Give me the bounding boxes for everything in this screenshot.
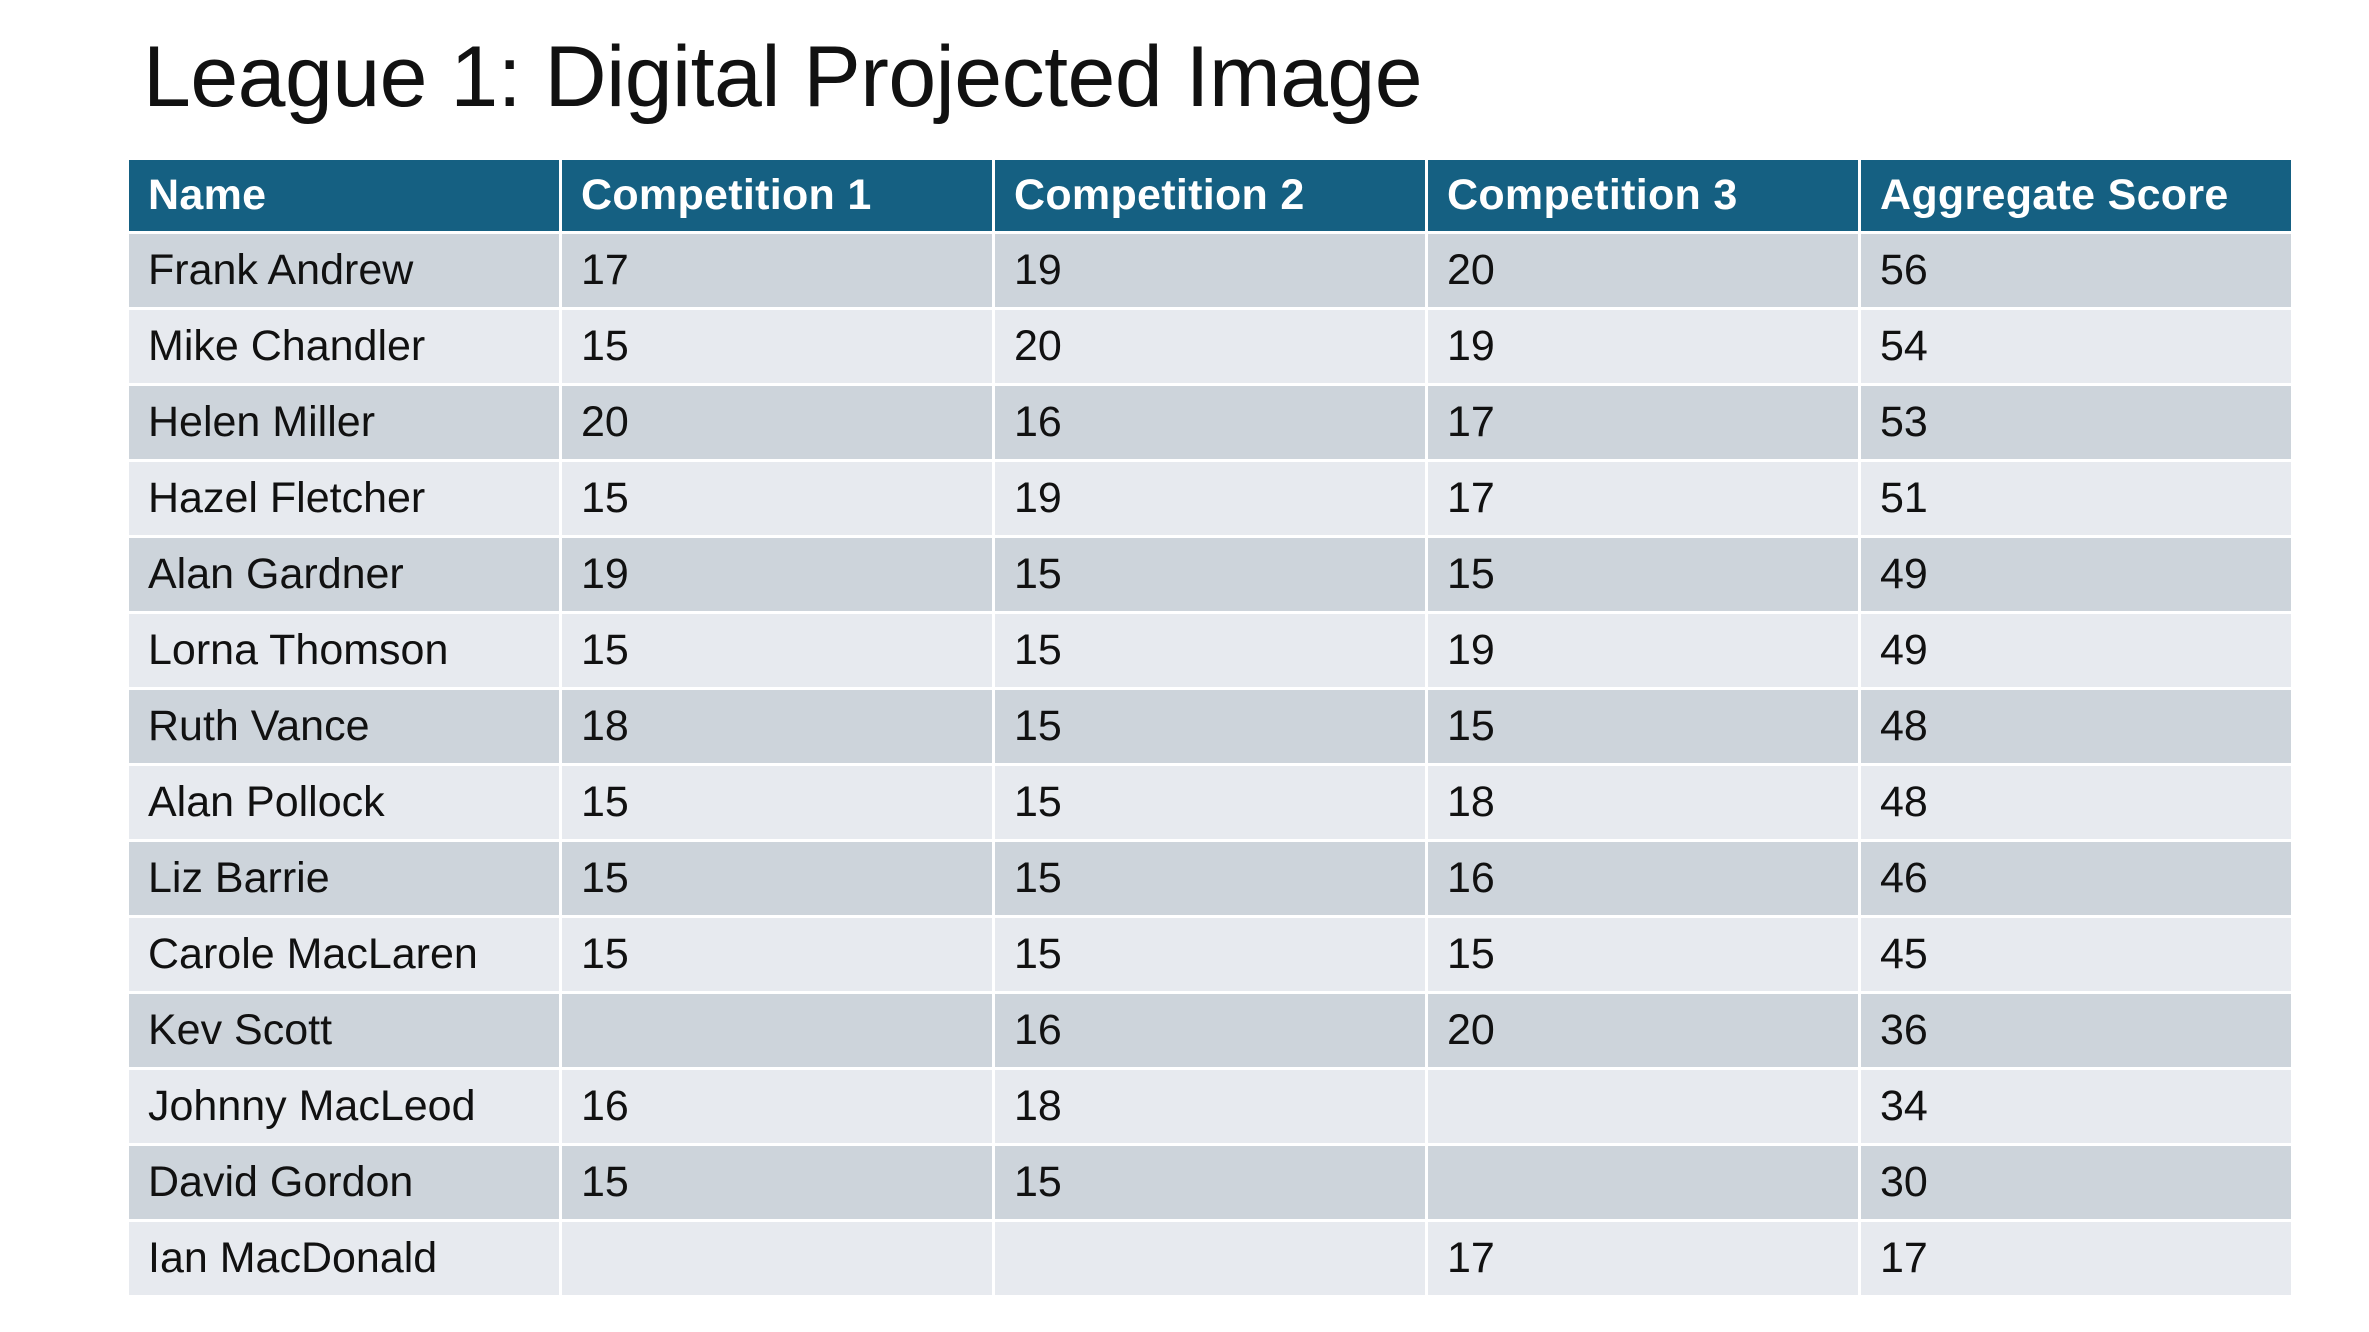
table-header: Name Competition 1 Competition 2 Competi… xyxy=(126,157,2294,234)
table-body: Frank Andrew 17 19 20 56 Mike Chandler 1… xyxy=(126,231,2294,1298)
cell-competition-3 xyxy=(1425,1067,1861,1146)
cell-aggregate-score: 46 xyxy=(1858,839,2294,918)
table-row: Lorna Thomson 15 15 19 49 xyxy=(126,611,2294,690)
cell-name: Kev Scott xyxy=(126,991,562,1070)
cell-aggregate-score: 54 xyxy=(1858,307,2294,386)
cell-competition-2: 15 xyxy=(992,915,1428,994)
cell-name: Mike Chandler xyxy=(126,307,562,386)
table-row: Johnny MacLeod 16 18 34 xyxy=(126,1067,2294,1146)
cell-name: Ruth Vance xyxy=(126,687,562,766)
column-header-aggregate-score: Aggregate Score xyxy=(1858,157,2294,234)
cell-competition-2: 18 xyxy=(992,1067,1428,1146)
cell-competition-3 xyxy=(1425,1143,1861,1222)
cell-competition-1: 15 xyxy=(559,1143,995,1222)
cell-competition-1: 15 xyxy=(559,915,995,994)
table-row: Helen Miller 20 16 17 53 xyxy=(126,383,2294,462)
cell-competition-3: 16 xyxy=(1425,839,1861,918)
cell-aggregate-score: 53 xyxy=(1858,383,2294,462)
cell-competition-1: 19 xyxy=(559,535,995,614)
cell-competition-3: 17 xyxy=(1425,1219,1861,1298)
cell-competition-1: 15 xyxy=(559,307,995,386)
cell-name: Lorna Thomson xyxy=(126,611,562,690)
cell-competition-2: 15 xyxy=(992,1143,1428,1222)
cell-competition-2: 19 xyxy=(992,231,1428,310)
cell-competition-2 xyxy=(992,1219,1428,1298)
cell-competition-3: 20 xyxy=(1425,231,1861,310)
cell-name: Alan Gardner xyxy=(126,535,562,614)
cell-aggregate-score: 36 xyxy=(1858,991,2294,1070)
league-results-table: Name Competition 1 Competition 2 Competi… xyxy=(126,157,2294,1298)
cell-competition-1: 16 xyxy=(559,1067,995,1146)
cell-competition-2: 15 xyxy=(992,535,1428,614)
cell-competition-3: 19 xyxy=(1425,307,1861,386)
cell-competition-1 xyxy=(559,991,995,1070)
cell-aggregate-score: 17 xyxy=(1858,1219,2294,1298)
table-row: Liz Barrie 15 15 16 46 xyxy=(126,839,2294,918)
cell-name: Alan Pollock xyxy=(126,763,562,842)
cell-competition-1: 15 xyxy=(559,839,995,918)
cell-competition-1: 17 xyxy=(559,231,995,310)
cell-aggregate-score: 51 xyxy=(1858,459,2294,538)
cell-name: Carole MacLaren xyxy=(126,915,562,994)
column-header-competition-1: Competition 1 xyxy=(559,157,995,234)
table-row: Carole MacLaren 15 15 15 45 xyxy=(126,915,2294,994)
cell-competition-1: 18 xyxy=(559,687,995,766)
column-header-competition-3: Competition 3 xyxy=(1425,157,1861,234)
cell-competition-3: 15 xyxy=(1425,915,1861,994)
cell-aggregate-score: 48 xyxy=(1858,687,2294,766)
cell-name: David Gordon xyxy=(126,1143,562,1222)
cell-competition-2: 15 xyxy=(992,839,1428,918)
cell-competition-1: 15 xyxy=(559,763,995,842)
cell-competition-3: 15 xyxy=(1425,535,1861,614)
cell-aggregate-score: 34 xyxy=(1858,1067,2294,1146)
cell-competition-3: 20 xyxy=(1425,991,1861,1070)
header-row: Name Competition 1 Competition 2 Competi… xyxy=(126,157,2294,234)
table-row: David Gordon 15 15 30 xyxy=(126,1143,2294,1222)
cell-competition-1: 20 xyxy=(559,383,995,462)
column-header-competition-2: Competition 2 xyxy=(992,157,1428,234)
table-row: Hazel Fletcher 15 19 17 51 xyxy=(126,459,2294,538)
cell-name: Frank Andrew xyxy=(126,231,562,310)
table-row: Ruth Vance 18 15 15 48 xyxy=(126,687,2294,766)
cell-aggregate-score: 48 xyxy=(1858,763,2294,842)
cell-competition-3: 15 xyxy=(1425,687,1861,766)
column-header-name: Name xyxy=(126,157,562,234)
cell-competition-3: 19 xyxy=(1425,611,1861,690)
table-row: Frank Andrew 17 19 20 56 xyxy=(126,231,2294,310)
cell-name: Ian MacDonald xyxy=(126,1219,562,1298)
cell-competition-2: 15 xyxy=(992,763,1428,842)
cell-competition-2: 19 xyxy=(992,459,1428,538)
cell-name: Liz Barrie xyxy=(126,839,562,918)
table-row: Mike Chandler 15 20 19 54 xyxy=(126,307,2294,386)
cell-competition-3: 17 xyxy=(1425,383,1861,462)
cell-competition-2: 16 xyxy=(992,383,1428,462)
table-row: Ian MacDonald 17 17 xyxy=(126,1219,2294,1298)
cell-aggregate-score: 49 xyxy=(1858,611,2294,690)
slide-title: League 1: Digital Projected Image xyxy=(143,29,1423,125)
cell-competition-2: 16 xyxy=(992,991,1428,1070)
table-row: Alan Gardner 19 15 15 49 xyxy=(126,535,2294,614)
cell-aggregate-score: 30 xyxy=(1858,1143,2294,1222)
cell-competition-1 xyxy=(559,1219,995,1298)
cell-competition-3: 17 xyxy=(1425,459,1861,538)
cell-competition-2: 15 xyxy=(992,687,1428,766)
table-row: Alan Pollock 15 15 18 48 xyxy=(126,763,2294,842)
cell-aggregate-score: 49 xyxy=(1858,535,2294,614)
cell-competition-2: 15 xyxy=(992,611,1428,690)
cell-aggregate-score: 56 xyxy=(1858,231,2294,310)
cell-aggregate-score: 45 xyxy=(1858,915,2294,994)
cell-competition-3: 18 xyxy=(1425,763,1861,842)
cell-competition-1: 15 xyxy=(559,459,995,538)
cell-name: Helen Miller xyxy=(126,383,562,462)
cell-name: Hazel Fletcher xyxy=(126,459,562,538)
cell-competition-2: 20 xyxy=(992,307,1428,386)
table-row: Kev Scott 16 20 36 xyxy=(126,991,2294,1070)
cell-name: Johnny MacLeod xyxy=(126,1067,562,1146)
cell-competition-1: 15 xyxy=(559,611,995,690)
